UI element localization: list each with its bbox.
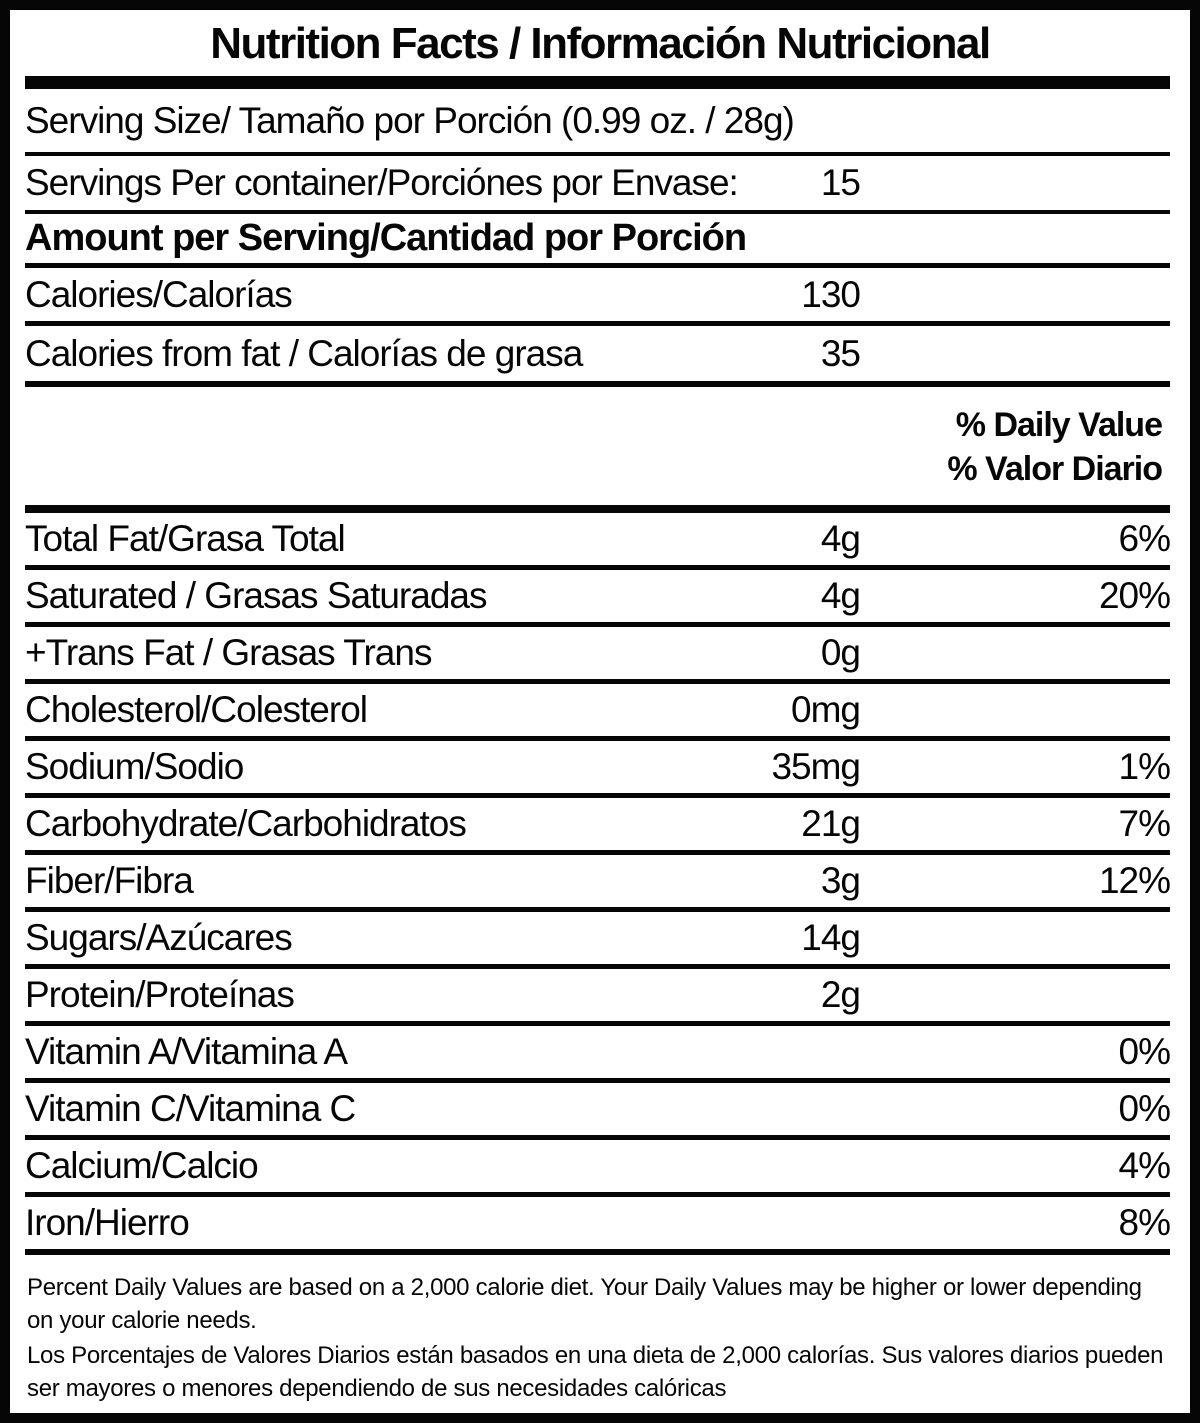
nutrient-percent: 6% [1118,518,1171,559]
daily-value-header-block: % Daily Value % Valor Diario [25,387,1170,513]
footnote-spanish: Los Porcentajes de Valores Diarios están… [27,1342,1164,1402]
daily-value-header-en: % Daily Value [955,406,1163,444]
nutrient-amount: 0g [820,632,861,673]
row-fiber: Fiber/Fibra 3g 12% [25,855,1171,912]
nutrient-label: Fiber/Fibra [25,860,194,901]
nutrient-percent: 20% [1098,575,1171,616]
row-carbohydrate: Carbohydrate/Carbohidratos 21g 7% [25,798,1171,855]
nutrient-label: Vitamin C/Vitamina C [25,1088,356,1129]
nutrient-percent: 12% [1098,860,1171,901]
nutrient-amount: 4g [820,518,861,559]
row-vitamin-c: Vitamin C/Vitamina C 0% [25,1083,1171,1140]
row-cholesterol: Cholesterol/Colesterol 0mg [25,684,1170,741]
nutrient-label: +Trans Fat / Grasas Trans [25,632,432,673]
row-total-fat: Total Fat/Grasa Total 4g 6% [25,513,1171,570]
nutrient-label: Carbohydrate/Carbohidratos [25,803,467,844]
row-sodium: Sodium/Sodio 35mg 1% [25,741,1171,798]
nutrient-amount: 35mg [771,746,861,787]
footnote-block: Percent Daily Values are based on a 2,00… [25,1255,1170,1405]
nutrient-amount: 2g [820,974,861,1015]
daily-value-header-es: % Valor Diario [947,450,1163,488]
nutrient-percent: 0% [1118,1031,1171,1072]
serving-size-label: Serving Size/ Tamaño por Porción (0.99 o… [25,99,795,141]
row-vitamin-a: Vitamin A/Vitamina A 0% [25,1026,1171,1083]
calories-label: Calories/Calorías [25,273,293,315]
row-saturated-fat: Saturated / Grasas Saturadas 4g 20% [25,570,1171,627]
row-serving-size: Serving Size/ Tamaño por Porción (0.99 o… [25,89,1170,156]
nutrient-amount: 0mg [791,689,861,730]
calories-from-fat-value: 35 [820,332,861,374]
row-calcium: Calcium/Calcio 4% [25,1140,1171,1197]
nutrient-percent: 7% [1118,803,1171,844]
nutrient-percent: 0% [1118,1088,1171,1129]
row-amount-per-serving: Amount per Serving/Cantidad por Porción [25,214,1170,268]
nutrient-label: Total Fat/Grasa Total [25,518,346,559]
calories-value: 130 [801,273,861,315]
calories-from-fat-label: Calories from fat / Calorías de grasa [25,332,583,374]
row-iron: Iron/Hierro 8% [25,1197,1171,1255]
label-body: Serving Size/ Tamaño por Porción (0.99 o… [25,76,1171,1405]
nutrient-percent: 4% [1118,1145,1171,1186]
nutrient-label: Protein/Proteínas [25,974,295,1015]
nutrient-percent: 1% [1118,746,1171,787]
nutrient-label: Cholesterol/Colesterol [25,689,368,730]
nutrient-amount: 21g [801,803,861,844]
nutrient-amount: 3g [820,860,861,901]
amount-per-serving-header: Amount per Serving/Cantidad por Porción [25,217,747,259]
servings-per-container-value: 15 [820,162,861,203]
row-calories: Calories/Calorías 130 [25,268,1170,326]
row-sugars: Sugars/Azúcares 14g [25,912,1170,969]
nutrient-amount: 4g [820,575,861,616]
row-calories-from-fat: Calories from fat / Calorías de grasa 35 [25,326,1170,387]
row-trans-fat: +Trans Fat / Grasas Trans 0g [25,627,1170,684]
nutrient-amount: 14g [801,917,861,958]
nutrient-percent: 8% [1118,1202,1171,1243]
nutrient-label: Vitamin A/Vitamina A [25,1031,348,1072]
label-title: Nutrition Facts / Información Nutriciona… [210,19,991,68]
nutrient-label: Sugars/Azúcares [25,917,293,958]
row-protein: Protein/Proteínas 2g [25,969,1170,1026]
footnote-english: Percent Daily Values are based on a 2,00… [27,1274,1142,1334]
title-divider-bar [25,76,1170,89]
nutrient-label: Saturated / Grasas Saturadas [25,575,488,616]
nutrient-label: Calcium/Calcio [25,1145,259,1186]
row-servings-per-container: Servings Per container/Porciónes por Env… [25,156,1170,214]
nutrient-label: Sodium/Sodio [25,746,244,787]
servings-per-container-label: Servings Per container/Porciónes por Env… [25,162,739,203]
nutrient-label: Iron/Hierro [25,1202,190,1243]
